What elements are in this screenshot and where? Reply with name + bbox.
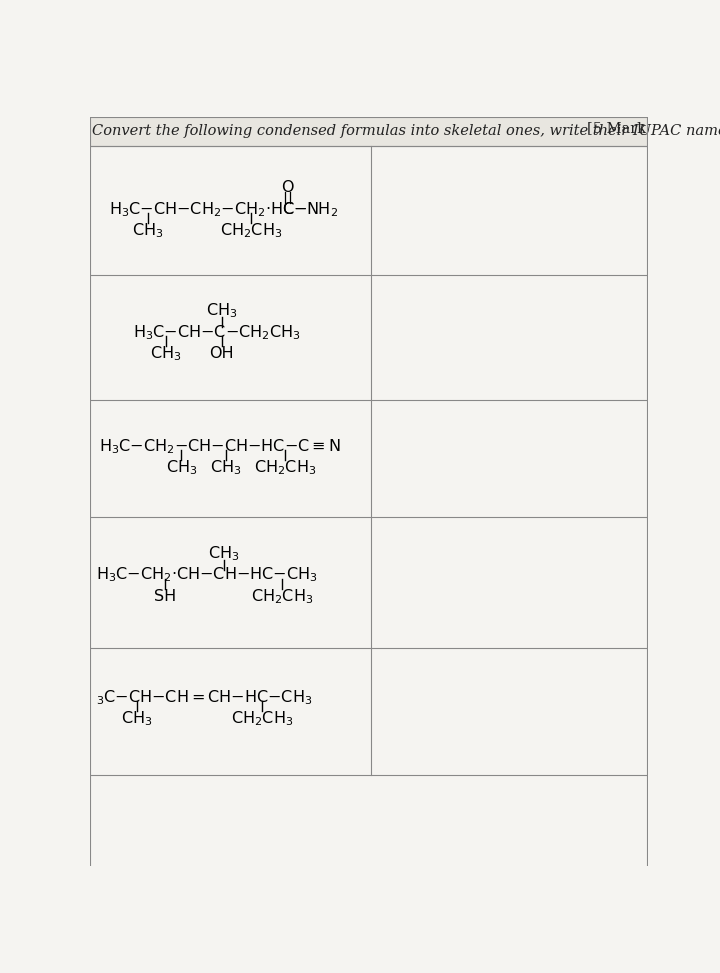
Text: OH: OH [210,346,234,361]
Text: CH$_3$: CH$_3$ [206,302,238,320]
Text: [5 Mark: [5 Mark [587,122,646,135]
Text: H$_3$C$-$CH$-$CH$_2$$-$CH$_2$$\cdot$HC$-$: H$_3$C$-$CH$-$CH$_2$$-$CH$_2$$\cdot$HC$-… [109,199,307,219]
Text: Convert the following condensed formulas into skeletal ones, write their IUPAC n: Convert the following condensed formulas… [92,125,720,138]
Text: CH$_3$: CH$_3$ [166,458,197,477]
Text: CH$_2$CH$_3$: CH$_2$CH$_3$ [231,709,293,728]
Text: H$_3$C$-$CH$_2$$\cdot$CH$-$CH$-$HC$-$CH$_3$: H$_3$C$-$CH$_2$$\cdot$CH$-$CH$-$HC$-$CH$… [96,565,318,584]
Bar [90,117,648,146]
Text: O: O [282,180,294,196]
Text: CH$_3$: CH$_3$ [132,222,164,240]
Text: CH$_3$: CH$_3$ [121,709,152,728]
Text: H$_3$C$-$CH$-$C$-$CH$_2$CH$_3$: H$_3$C$-$CH$-$C$-$CH$_2$CH$_3$ [132,323,300,342]
Text: C$-$NH$_2$: C$-$NH$_2$ [282,199,338,219]
Text: SH: SH [154,589,176,604]
Text: H$_3$C$-$CH$_2$$-$CH$-$CH$-$HC$-$C$\equiv$N: H$_3$C$-$CH$_2$$-$CH$-$CH$-$HC$-$C$\equi… [99,437,341,455]
Text: CH$_3$: CH$_3$ [210,458,241,477]
Text: CH$_2$CH$_3$: CH$_2$CH$_3$ [254,458,317,477]
Text: CH$_2$CH$_3$: CH$_2$CH$_3$ [220,222,282,240]
Text: CH$_3$: CH$_3$ [208,544,240,562]
Text: CH$_3$: CH$_3$ [150,344,181,363]
Text: CH$_2$CH$_3$: CH$_2$CH$_3$ [251,587,313,606]
Text: $_3$C$-$CH$-$CH$=$CH$-$HC$-$CH$_3$: $_3$C$-$CH$-$CH$=$CH$-$HC$-$CH$_3$ [96,688,312,706]
